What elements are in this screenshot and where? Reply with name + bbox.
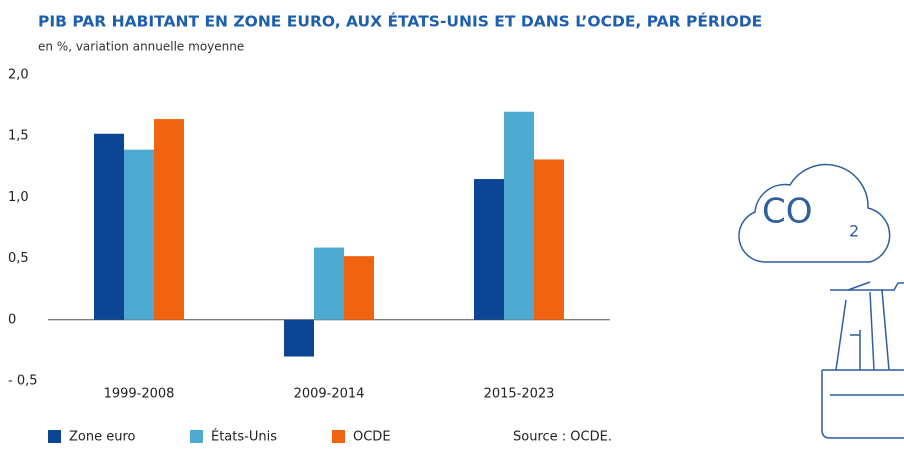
bar: [474, 179, 504, 320]
y-tick-label: 0,5: [8, 251, 29, 266]
bar: [344, 256, 374, 320]
x-tick-label: 1999-2008: [104, 387, 175, 402]
bar: [154, 119, 184, 320]
chart-subtitle: en %, variation annuelle moyenne: [38, 40, 244, 54]
bar: [504, 111, 534, 320]
legend-label: Zone euro: [69, 430, 136, 445]
chart-title: PIB PAR HABITANT EN ZONE EURO, AUX ÉTATS…: [38, 12, 762, 31]
y-tick-label: 1,0: [8, 190, 29, 205]
bar: [284, 319, 314, 357]
bar: [124, 149, 154, 320]
co2-icon: [738, 163, 904, 439]
source: Source : OCDE.: [513, 430, 612, 445]
bar: [94, 133, 124, 320]
x-tick-label: 2015-2023: [484, 387, 555, 402]
icon-label: CO: [762, 192, 813, 232]
legend-swatch: [48, 430, 61, 443]
x-tick-label: 2009-2014: [294, 387, 365, 402]
icon-subscript: 2: [849, 222, 859, 241]
legend-label: États-Unis: [211, 429, 277, 445]
y-tick-label: 2,0: [8, 68, 29, 83]
legend-swatch: [190, 430, 203, 443]
y-tick-label: 0: [8, 312, 16, 327]
legend-swatch: [332, 430, 345, 443]
y-tick-label: - 0,5: [8, 374, 38, 389]
bar: [314, 247, 344, 320]
y-tick-label: 1,5: [8, 129, 29, 144]
legend-label: OCDE: [353, 430, 391, 445]
bar: [534, 159, 564, 320]
